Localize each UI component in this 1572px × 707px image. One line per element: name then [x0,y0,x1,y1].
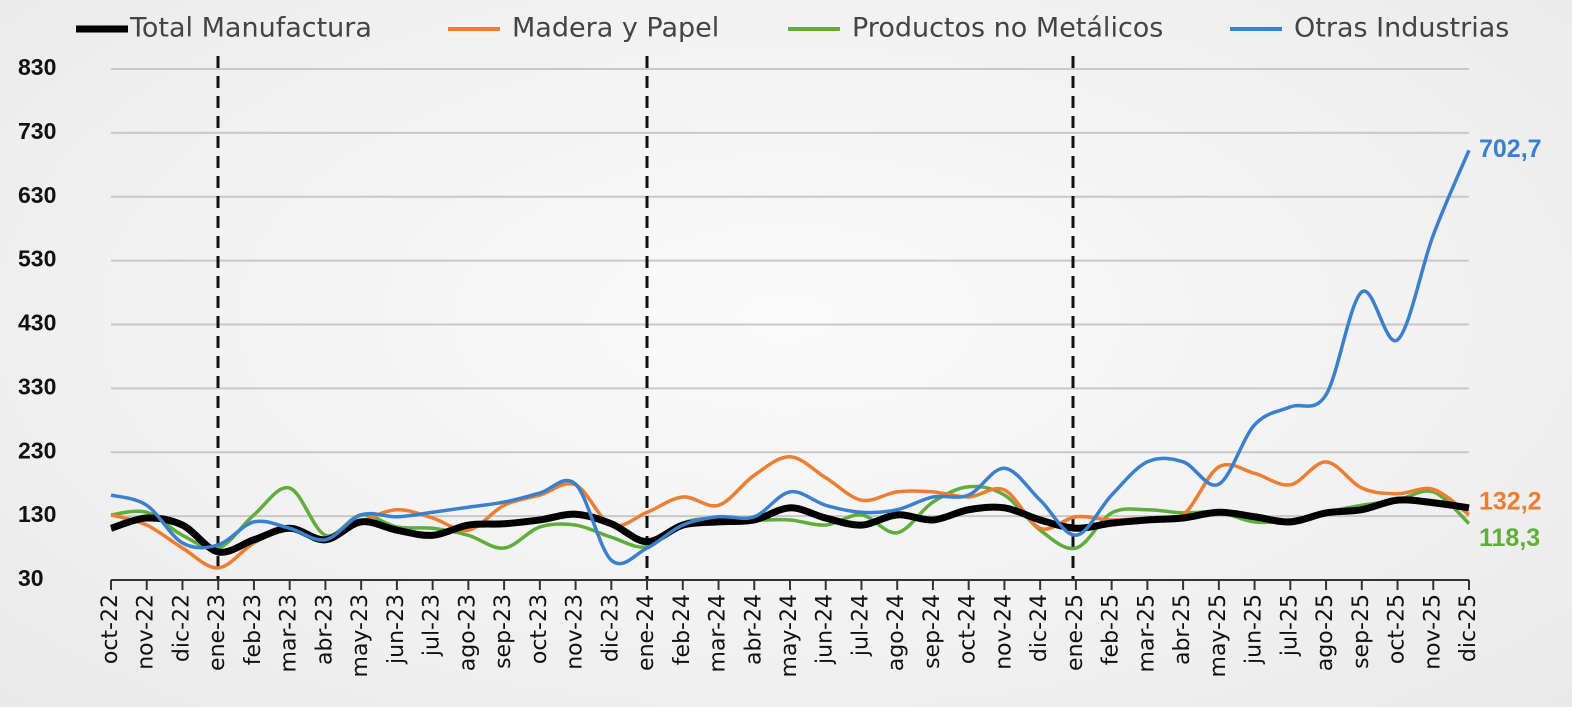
legend-label: Total Manufactura [129,13,372,44]
x-tick-label: jul-24 [848,594,873,657]
x-tick-label: oct-22 [98,594,123,664]
x-tick-label: jun-24 [813,594,838,665]
x-tick-label: nov-24 [991,594,1016,670]
x-tick-label: oct-23 [527,594,552,664]
x-tick-label: mar-25 [1134,594,1159,672]
x-tick-label: dic-24 [1027,594,1052,662]
data-label: 118,3 [1479,524,1540,552]
x-tick-label: mar-24 [706,594,731,672]
x-tick-label: ene-25 [1063,594,1088,671]
x-tick-label: ago-25 [1313,594,1338,671]
y-tick-label: 830 [18,54,56,80]
data-label: 132,2 [1479,487,1542,515]
x-tick-label: jul-23 [420,594,445,657]
y-tick-label: 730 [18,118,56,144]
x-tick-label: abr-23 [312,594,337,665]
x-tick-label: feb-25 [1099,594,1124,665]
x-tick-label: ene-24 [634,594,659,671]
y-tick-label: 330 [18,373,56,399]
x-tick-label: feb-24 [670,594,695,665]
x-tick-label: may-23 [348,594,373,677]
legend-label: Otras Industrias [1294,13,1509,44]
x-tick-label: nov-23 [563,594,588,670]
x-tick-label: may-24 [777,594,802,677]
series-line [110,454,1471,570]
y-tick-label: 30 [18,565,44,591]
x-tick-label: oct-25 [1385,594,1410,664]
series-line [110,149,1471,566]
x-tick-label: may-25 [1206,594,1231,677]
y-tick-label: 230 [18,437,56,463]
x-tick-label: jul-25 [1277,594,1302,657]
x-tick-label: oct-24 [956,594,981,664]
x-tick-label: dic-25 [1456,594,1481,662]
x-tick-label: dic-23 [598,594,623,662]
y-tick-label: 430 [18,310,56,336]
y-tick-label: 130 [18,501,56,527]
x-tick-label: mar-23 [277,594,302,672]
data-label: 702,7 [1479,135,1542,163]
x-tick-label: sep-25 [1349,594,1374,669]
x-tick-label: jun-23 [384,594,409,665]
x-tick-label: jun-25 [1242,594,1267,665]
x-tick-label: abr-24 [741,594,766,665]
y-tick-label: 530 [18,246,56,272]
x-tick-label: nov-22 [134,594,159,670]
period-dividers [216,56,1075,580]
x-tick-label: ago-23 [455,594,480,671]
x-tick-label: abr-25 [1170,594,1195,665]
x-tick-label: ago-24 [884,594,909,671]
legend-label: Madera y Papel [512,13,719,44]
x-tick-label: ene-23 [205,594,230,671]
x-tick-label: feb-23 [241,594,266,665]
legend-label: Productos no Metálicos [852,13,1163,44]
grid [111,68,1469,581]
x-tick-label: sep-24 [920,594,945,669]
x-tick-label: sep-23 [491,594,516,669]
x-tick-label: dic-22 [169,594,194,662]
x-tick-label: nov-25 [1420,594,1445,670]
y-tick-label: 630 [18,182,56,208]
